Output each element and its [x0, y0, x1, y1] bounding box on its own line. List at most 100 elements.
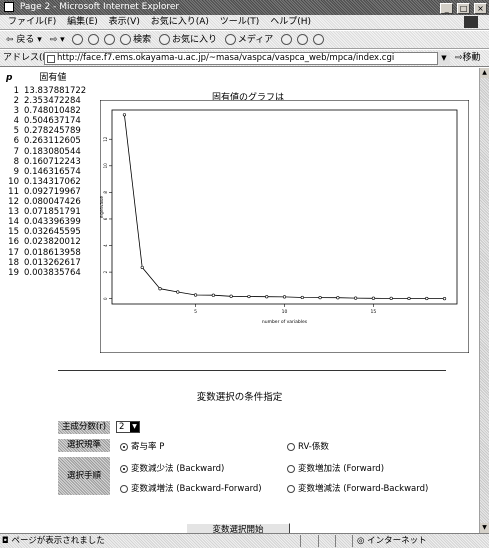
eigen-index: 12: [8, 197, 19, 208]
eigen-row: 18 0.013262617: [4, 258, 100, 268]
eigen-index: 4: [13, 116, 19, 127]
status-bar: ◘ ページが表示されました ◎ インターネット: [0, 533, 489, 548]
window-controls: _ □ ×: [439, 2, 487, 17]
eigenvalue-point: [211, 293, 215, 297]
address-bar: アドレス(D) http://face.f7.ems.okayama-u.ac.…: [0, 50, 489, 67]
menu-view[interactable]: 表示(V): [108, 17, 140, 27]
eigen-row: 2 2.353472284: [4, 96, 100, 106]
x-tick-label: 10: [282, 309, 288, 315]
history-icon[interactable]: [281, 34, 293, 45]
media-icon: [224, 34, 236, 45]
method-option-forward[interactable]: 変数増加法 (Forward): [287, 462, 384, 474]
eigenvalue-point: [300, 295, 304, 300]
eigenvalue-point: [442, 297, 447, 301]
windows-logo-icon: [464, 16, 478, 28]
menu-help[interactable]: ヘルプ(H): [270, 17, 311, 27]
status-text: ページが表示されました: [11, 536, 105, 546]
search-button[interactable]: 検索: [120, 34, 152, 45]
method-option-backward-forward[interactable]: 変数減増法 (Backward-Forward): [120, 482, 262, 494]
mail-icon[interactable]: [297, 34, 309, 45]
maximize-button[interactable]: □: [457, 3, 471, 14]
window-title: Page 2 - Microsoft Internet Explorer: [19, 2, 180, 12]
forward-button[interactable]: ⇨ ▾: [49, 35, 65, 45]
favorites-button[interactable]: お気に入り: [159, 34, 217, 45]
x-tick-label: 5: [194, 309, 197, 315]
home-icon[interactable]: [104, 34, 116, 45]
minimize-button[interactable]: _: [440, 3, 454, 14]
scroll-down-icon[interactable]: ▼: [480, 523, 489, 533]
menu-edit[interactable]: 編集(E): [67, 17, 98, 27]
radio-unchecked-icon: [287, 484, 295, 493]
eigen-index: 8: [13, 156, 19, 167]
y-tick-label: 10: [103, 163, 108, 169]
method-option-label: 変数減少法 (Backward): [131, 464, 225, 474]
eigen-value: 0.071851791: [24, 207, 81, 218]
eigenvalue-point: [371, 296, 376, 300]
method-label: 選択手順: [58, 457, 110, 495]
start-selection-button[interactable]: 変数選択開始: [186, 523, 290, 533]
media-button[interactable]: メディア: [224, 34, 273, 45]
toolbar: ⇦ 戻る ▾ ⇨ ▾ 検索 お気に入り メディア: [0, 31, 489, 49]
eigen-index: 1: [13, 86, 19, 96]
y-tick-label: 0: [103, 297, 108, 300]
eigen-row: 6 0.263112605: [4, 136, 100, 146]
eigenvalue-point: [247, 294, 251, 299]
status-segment: [318, 535, 319, 547]
graph-title: 固有値のグラフは: [212, 93, 285, 103]
eigen-list: 1 13.837881722 2 2.353472284 3 0.748010482 4 0.…: [4, 86, 100, 278]
y-tick-label: 12: [103, 136, 108, 142]
eigen-row: 16 0.023820012: [4, 237, 100, 247]
criterion-label: 選択規準: [58, 439, 110, 452]
method-option-backward[interactable]: 変数減少法 (Backward): [120, 462, 224, 474]
criterion-option-rv[interactable]: RV-係数: [287, 440, 329, 452]
criterion-row: 選択規準 寄与率 P RV-係数: [58, 439, 468, 453]
eigenvalue-point: [425, 296, 429, 301]
eigen-index: 3: [13, 106, 19, 117]
eigen-index: 16: [8, 237, 19, 248]
menu-bar: ファイル(F) 編集(E) 表示(V) お気に入り(A) ツール(T) ヘルプ(…: [0, 15, 489, 30]
eigen-index: 18: [8, 257, 19, 268]
address-dropdown-icon[interactable]: ▼: [437, 52, 450, 65]
refresh-icon[interactable]: [88, 34, 100, 45]
close-button[interactable]: ×: [474, 3, 487, 14]
components-label: 主成分数(r): [58, 421, 110, 434]
vertical-scrollbar[interactable]: ▲ ▼: [479, 68, 489, 533]
method-option-forward-backward[interactable]: 変数増減法 (Forward-Backward): [287, 482, 428, 494]
eigen-row: 19 0.003835764: [4, 268, 100, 278]
menu-file[interactable]: ファイル(F): [8, 17, 57, 27]
status-segment: [300, 535, 301, 547]
y-tick-label: 8: [103, 191, 108, 194]
eigen-value: 0.043396399: [24, 217, 81, 228]
print-icon[interactable]: [312, 34, 324, 45]
back-label: 戻る: [16, 35, 35, 45]
eigen-index: 11: [8, 186, 19, 197]
y-tick-label: 6: [103, 217, 108, 220]
eigen-header: p 固有値: [4, 70, 66, 83]
eigenvalue-point: [354, 296, 358, 300]
go-button[interactable]: ⇨移動: [455, 53, 481, 63]
search-label: 検索: [133, 35, 152, 45]
divider: [58, 370, 446, 371]
y-axis-label: eigenvalue: [100, 195, 104, 218]
components-select[interactable]: 2 ▼: [116, 421, 140, 433]
eigenvalue-point: [265, 295, 269, 299]
scroll-up-icon[interactable]: ▲: [480, 68, 489, 78]
eigen-row: 14 0.043396399: [4, 217, 100, 227]
method-option-label: 変数増加法 (Forward): [298, 464, 385, 474]
address-label: アドレス(D): [3, 53, 53, 63]
menu-favorites[interactable]: お気に入り(A): [150, 17, 209, 27]
y-tick-label: 2: [103, 270, 108, 273]
eigenvalue-point: [193, 293, 198, 297]
eigen-value: 13.837881722: [24, 86, 87, 96]
components-row: 主成分数(r) 2 ▼: [58, 421, 468, 435]
eigen-index: 5: [13, 126, 19, 137]
eigen-row: 3 0.748010482: [4, 106, 100, 116]
criterion-option-contribution[interactable]: 寄与率 P: [120, 440, 164, 452]
stop-icon[interactable]: [72, 34, 84, 45]
eigen-row: 13 0.071851791: [4, 207, 100, 217]
eigen-value: 0.018613958: [24, 247, 81, 258]
back-button[interactable]: ⇦ 戻る ▾: [6, 35, 42, 45]
page-icon: [47, 55, 55, 63]
address-input[interactable]: http://face.f7.ems.okayama-u.ac.jp/~masa…: [44, 52, 450, 65]
menu-tools[interactable]: ツール(T): [219, 17, 260, 27]
